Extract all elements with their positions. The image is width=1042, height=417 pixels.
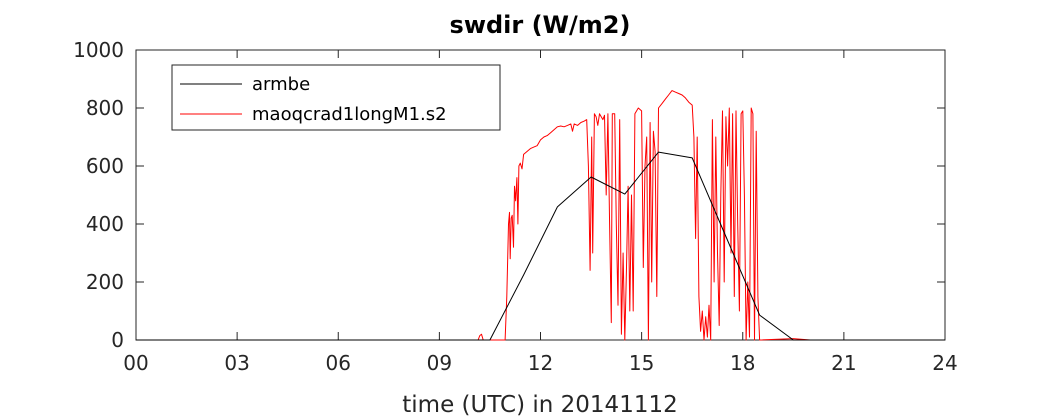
series-lines — [136, 90, 945, 341]
y-tick-label: 800 — [86, 96, 124, 120]
x-tick-label: 18 — [730, 351, 755, 375]
legend-label-maoqcrad: maoqcrad1longM1.s2 — [252, 104, 447, 125]
y-tick-label: 200 — [86, 270, 124, 294]
y-tick-label: 600 — [86, 154, 124, 178]
y-tick-label: 400 — [86, 212, 124, 236]
legend-label-armbe: armbe — [252, 74, 310, 95]
x-tick-label: 06 — [326, 351, 351, 375]
legend: armbe maoqcrad1longM1.s2 — [171, 64, 501, 131]
series-line-maoqcrad1longM1-s2 — [136, 90, 945, 341]
y-tick-label: 1000 — [73, 38, 124, 62]
chart-title: swdir (W/m2) — [450, 11, 631, 39]
x-tick-label: 03 — [224, 351, 249, 375]
x-tick-label: 09 — [427, 351, 452, 375]
x-tick-label: 15 — [629, 351, 654, 375]
x-tick-label: 21 — [831, 351, 856, 375]
series-line-armbe — [136, 151, 945, 341]
x-tick-label: 00 — [123, 351, 148, 375]
axis-ticks: 00 03 06 09 12 15 18 21 24 0 200 400 600 800 1000 — [73, 38, 958, 375]
x-tick-label: 12 — [528, 351, 553, 375]
y-tick-label: 0 — [111, 328, 124, 352]
legend-box — [171, 64, 501, 131]
x-tick-label: 24 — [932, 351, 957, 375]
x-axis-label: time (UTC) in 20141112 — [402, 392, 677, 417]
